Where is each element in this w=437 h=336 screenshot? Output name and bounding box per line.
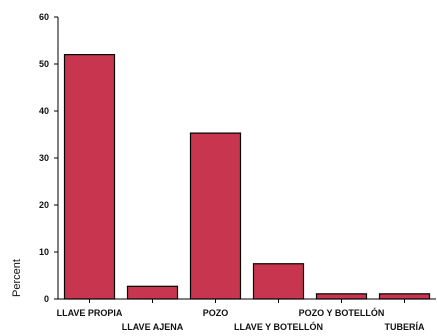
x-tick-label: LLAVE PROPIA	[57, 308, 123, 318]
y-tick-label: 10	[39, 247, 49, 257]
y-tick-label: 30	[39, 153, 49, 163]
x-tick-label: LLAVE AJENA	[122, 322, 184, 332]
bar	[252, 263, 305, 300]
y-tick-label: 50	[39, 59, 49, 69]
y-tick-label: 0	[44, 294, 49, 304]
bar	[189, 132, 242, 300]
x-tick-label: POZO	[203, 308, 229, 318]
bar	[315, 293, 368, 300]
x-tick-label: LLAVE Y BOTELLÓN	[234, 321, 323, 332]
x-tick-label: TUBERÍA	[385, 322, 425, 332]
y-tick-label: 60	[39, 12, 49, 22]
plot-area: 0 10 20 30 40 50 60 LLAVE PROPIA LLAVE AJENA POZO…	[39, 12, 436, 332]
bar	[378, 293, 431, 300]
y-axis-title: Percent	[11, 259, 23, 297]
bar	[63, 53, 116, 300]
y-tick-label: 20	[39, 200, 49, 210]
x-tick-label: POZO Y BOTELLÓN	[299, 307, 385, 318]
y-tick-label: 40	[39, 106, 49, 116]
bar	[126, 285, 179, 300]
